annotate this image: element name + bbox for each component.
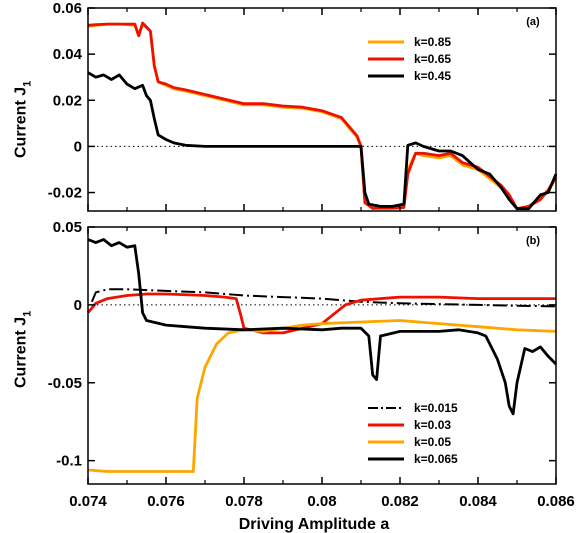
panel-b-chart: 0.05 0 -0.05 -0.1 0.074 0.076 0.078 0.08 0.082 0.…	[13, 219, 575, 510]
legend-label: k=0.85	[414, 35, 451, 49]
y-axis-label: Current J1	[13, 81, 34, 158]
y-tick-label: -0.05	[48, 375, 82, 392]
series-line-k-0-65	[87, 21, 558, 211]
y-axis-label: Current J1	[13, 311, 34, 388]
legend-label: k=0.065	[414, 452, 458, 466]
legend-label: k=0.65	[414, 52, 451, 66]
series-line-k-0-45	[87, 71, 558, 211]
series-line-k-0-015	[90, 288, 557, 308]
legend-label: k=0.015	[414, 401, 458, 415]
panel-a-chart: 0.06 0.04 0.02 0 -0.02 (a) Current J1 k=0.85 k=0…	[13, 0, 558, 212]
panel-label: (b)	[526, 235, 540, 247]
legend-label: k=0.03	[414, 418, 451, 432]
x-tick-label: 0.08	[307, 493, 336, 510]
x-axis-label: Driving Amplitude a	[239, 516, 390, 533]
y-tick-label: 0.02	[53, 92, 82, 109]
series-line-k-0-85	[87, 22, 558, 211]
y-tick-label: -0.02	[48, 185, 82, 202]
y-tick-label: 0.05	[53, 219, 82, 236]
series-line-k-0-065	[87, 238, 557, 416]
series-line-k-0-03	[86, 292, 556, 335]
plot-frame	[87, 226, 557, 485]
legend-label: k=0.05	[414, 435, 451, 449]
x-tick-label: 0.084	[459, 493, 497, 510]
panel-label: (a)	[526, 16, 540, 28]
x-tick-label: 0.074	[69, 493, 107, 510]
x-tick-label: 0.082	[381, 493, 419, 510]
x-tick-label: 0.076	[147, 493, 185, 510]
y-tick-label: 0	[74, 297, 82, 314]
y-tick-label: 0.04	[53, 46, 83, 63]
x-tick-label: 0.078	[225, 493, 263, 510]
x-tick-label: 0.086	[537, 493, 575, 510]
y-tick-label: -0.1	[56, 453, 82, 470]
y-tick-label: 0	[74, 138, 82, 155]
y-tick-label: 0.06	[53, 0, 82, 17]
legend-label: k=0.45	[414, 69, 451, 83]
series-line-k-0-05	[87, 319, 557, 473]
